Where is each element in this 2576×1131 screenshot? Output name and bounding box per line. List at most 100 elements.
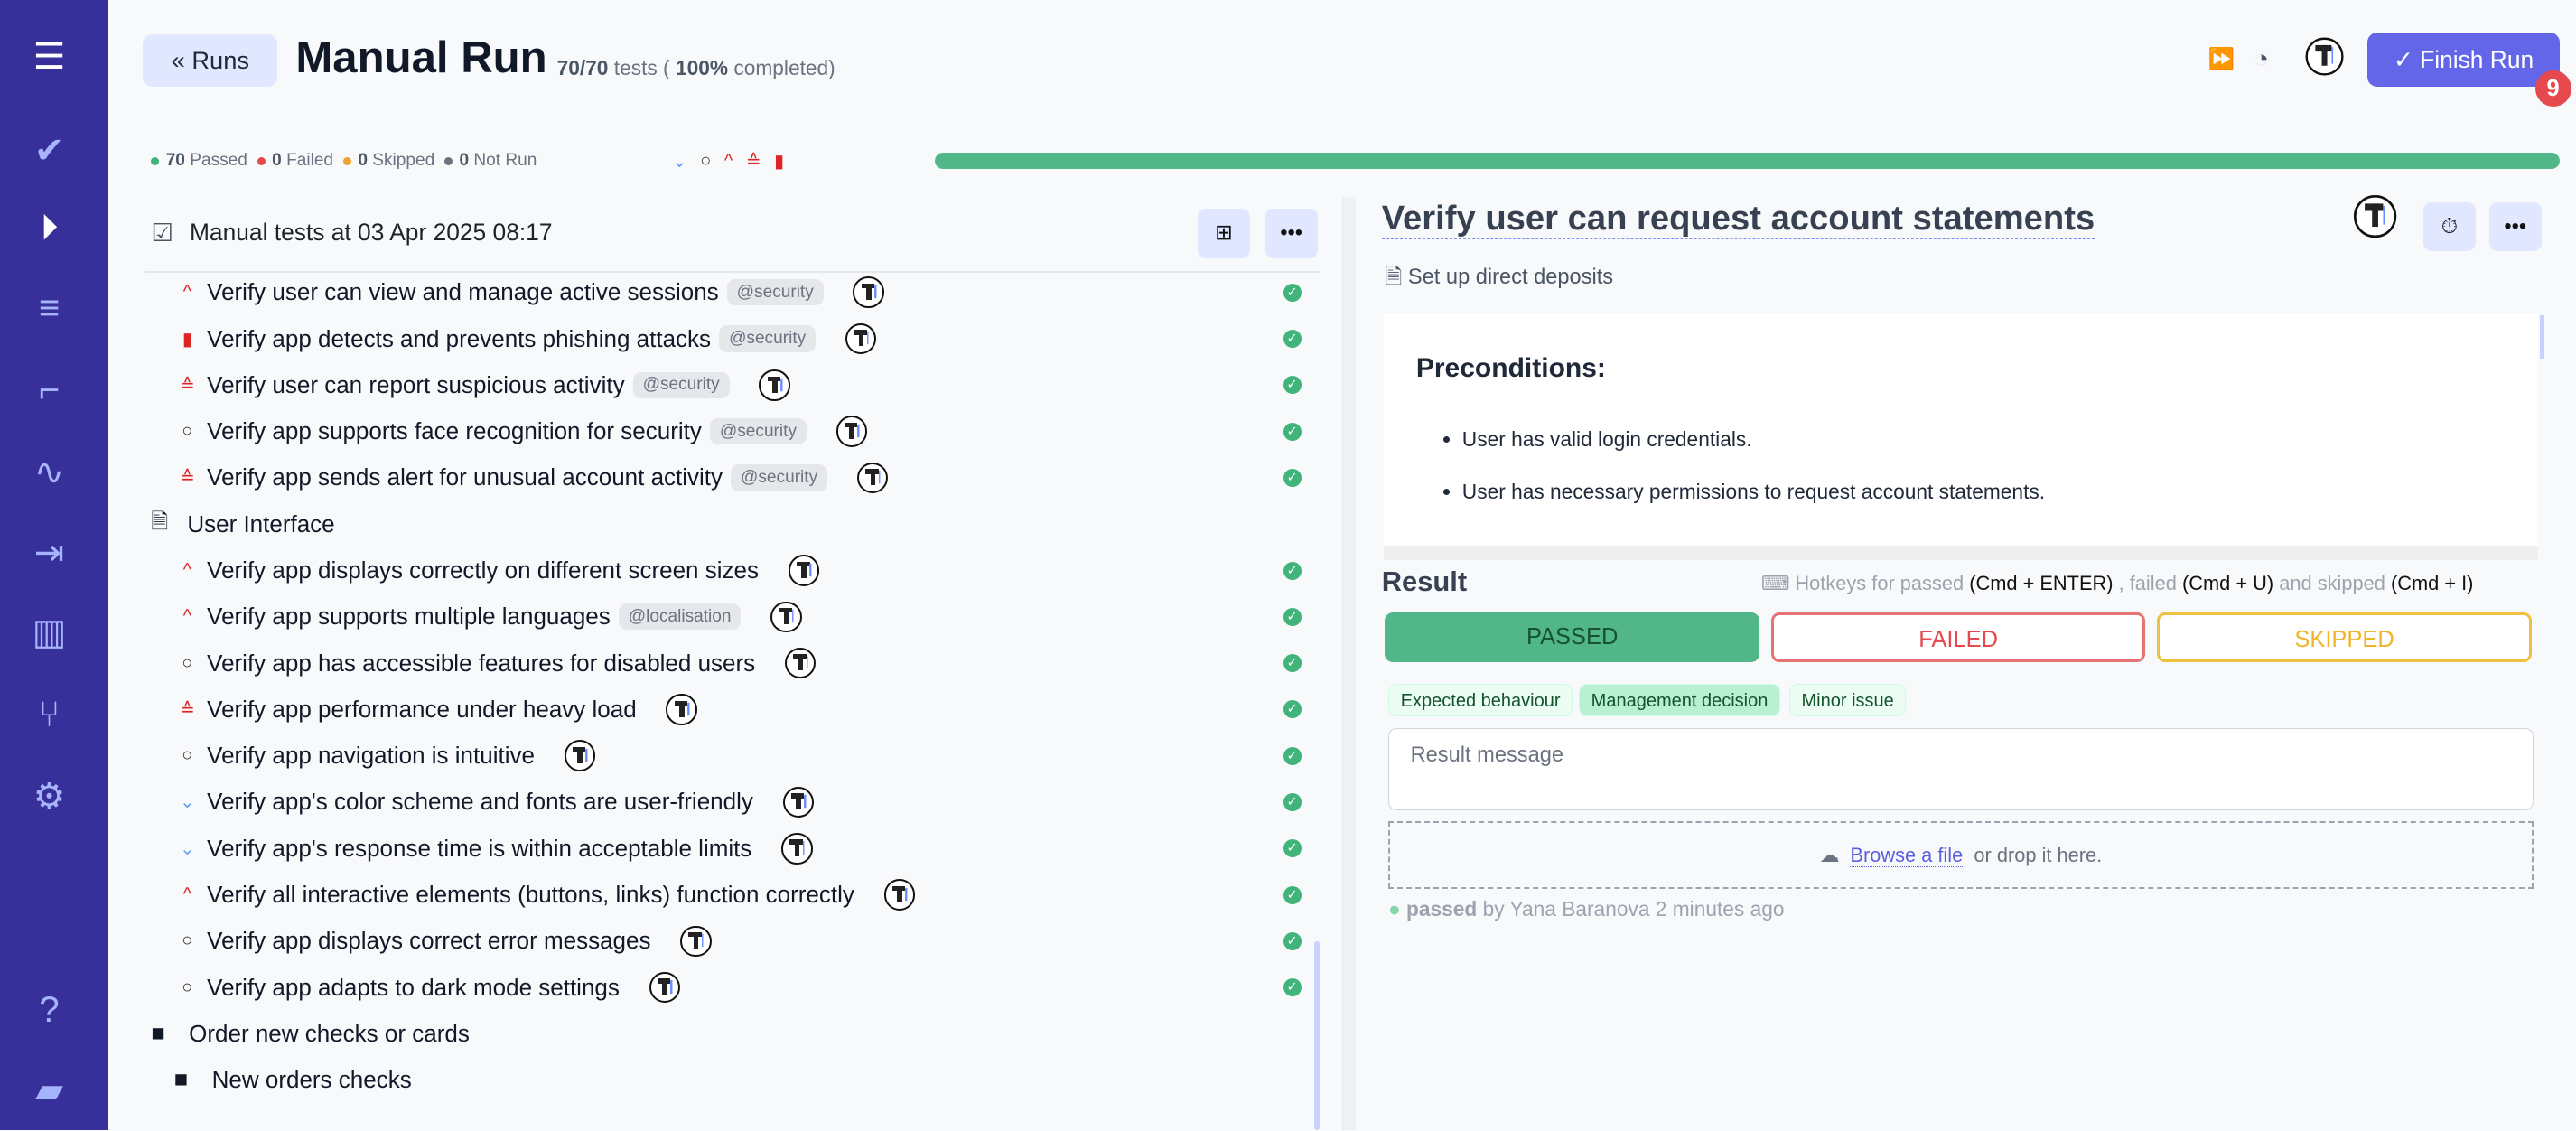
preconditions-heading: Preconditions: [1415,353,1606,384]
tag[interactable]: @security [632,371,730,398]
runs-play-icon[interactable]: ⏵ [40,208,59,248]
test-row[interactable]: ≙ Verify user can report suspicious activ… [171,366,790,406]
priority-normal-icon: ○ [182,745,193,766]
test-row[interactable]: ⌄ Verify app's color scheme and fonts are… [171,782,815,822]
test-row[interactable]: ^ Verify app displays correctly on differ… [171,551,820,591]
test-row[interactable]: ^ Verify app supports multiple languages @… [171,597,802,637]
steps-icon[interactable]: ⌐ [38,370,61,411]
pulse-icon[interactable]: ∿ [33,453,65,493]
priority-normal-icon: ○ [182,930,193,951]
import-icon[interactable]: ⇥ [33,533,65,574]
run-group-header: ☑ Manual tests at 03 Apr 2025 08:17 [151,219,552,248]
result-message-input[interactable]: Result message [1387,727,2534,810]
test-row[interactable]: ≙ Verify app performance under heavy load [171,690,697,730]
test-title[interactable]: Verify user can request account statemen… [1381,199,2095,240]
divider [145,271,1320,273]
test-row[interactable]: ○ Verify app supports face recognition fo… [171,412,868,452]
testomat-logo-icon [856,462,889,494]
tag[interactable]: @security [731,464,828,491]
chip-management-decision[interactable]: Management decision [1578,683,1781,717]
test-title: Verify app's color scheme and fonts are … [207,788,753,816]
chip-expected-behaviour[interactable]: Expected behaviour [1387,683,1573,717]
fast-forward-icon[interactable]: ⏩ [2207,47,2235,71]
tag[interactable]: @security [709,418,807,445]
list-scrollbar[interactable] [1314,941,1320,1131]
test-row[interactable]: ○ Verify app navigation is intuitive [171,736,596,776]
checkmark-icon[interactable]: ✔ [33,130,65,171]
passed-status-icon: ✓ [1283,839,1302,858]
test-title: Verify app supports face recognition for… [207,417,702,445]
precondition-item: User has necessary permissions to reques… [1462,465,2045,518]
status-dot [257,156,266,165]
menu-icon[interactable]: ☰ [33,37,66,78]
panel-resizer[interactable] [1342,197,1356,1131]
browse-file-link[interactable]: Browse a file [1850,844,1964,868]
testomat-logo-icon [680,925,712,958]
test-row[interactable]: ≙ Verify app sends alert for unusual acco… [171,458,889,498]
passed-button[interactable]: PASSED [1385,612,1760,662]
folder-row[interactable]: ■ Order new checks or cards [151,1014,470,1054]
priority-highest-icon[interactable]: ≙ [745,151,761,172]
precondition-item: User has valid login credentials. [1462,413,2045,465]
checklist-icon[interactable]: ≡ [38,288,61,329]
testomat-logo-icon[interactable] [2353,194,2396,238]
folder-title: Order new checks or cards [189,1019,470,1047]
status-dot [444,156,453,165]
priority-normal-icon: ○ [182,977,193,997]
test-row[interactable]: ⌄ Verify app's response time is within ac… [171,828,813,868]
result-status: passed [1406,897,1478,921]
passed-status-icon: ✓ [1283,792,1302,811]
analytics-icon[interactable]: ▥ [32,612,67,652]
test-title: Verify app supports multiple languages [207,603,611,631]
tag[interactable]: @security [726,279,824,306]
priority-normal-icon[interactable]: ○ [700,150,712,171]
stat-count: 70 [165,151,185,171]
timer-icon[interactable]: ◔ [2254,44,2269,73]
passed-status-icon: ✓ [1283,746,1302,765]
chip-minor-issue[interactable]: Minor issue [1788,683,1907,717]
folder-title: New orders checks [211,1066,412,1094]
timer-button[interactable]: ⏱ [2422,201,2477,252]
test-row[interactable]: ^ Verify user can view and manage active … [171,273,884,313]
priority-low-icon[interactable]: ⌄ [671,151,687,172]
progress-fill [934,153,2560,170]
keyboard-icon: ⌨ [1760,571,1790,594]
test-more-button[interactable]: ••• [2488,201,2542,252]
hk-c: and skipped [2279,571,2385,594]
testomat-logo-icon [784,647,817,679]
test-title: Verify app displays correctly on differe… [207,556,759,584]
test-row[interactable]: ○ Verify app has accessible features for … [171,643,817,683]
priority-high-icon[interactable]: ^ [723,150,733,171]
projects-folder-icon[interactable]: ▰ [35,1070,63,1111]
skipped-button[interactable]: SKIPPED [2157,612,2532,662]
stat-count: 0 [272,151,282,171]
tag[interactable]: @security [719,325,817,352]
suite-link[interactable]: 🗎 Set up direct deposits [1385,261,1613,297]
suite-title: User Interface [187,509,335,537]
passed-status-icon: ✓ [1283,330,1302,349]
more-options-button[interactable]: ••• [1265,209,1318,258]
branch-icon[interactable]: ⑂ [38,694,61,734]
settings-gear-icon[interactable]: ⚙ [33,776,66,817]
tag[interactable]: @localisation [618,603,742,631]
back-to-runs-button[interactable]: « Runs [143,34,278,88]
test-title: Verify app adapts to dark mode settings [207,973,620,1001]
file-dropzone[interactable]: ☁ Browse a file or drop it here. [1387,821,2534,889]
suite-row[interactable]: 🗎 User Interface [151,504,334,544]
test-title: Verify app detects and prevents phishing… [207,324,712,352]
finish-run-button[interactable]: ✓ Finish Run [2367,33,2560,88]
failed-button[interactable]: FAILED [1770,612,2146,662]
folder-row[interactable]: ■ New orders checks [174,1061,412,1100]
test-row[interactable]: ○ Verify app displays correct error messa… [171,921,712,961]
hk-k2: (Cmd + U) [2181,571,2274,594]
tree-view-button[interactable]: ⊞ [1197,209,1251,258]
resize-handle[interactable] [1383,545,2539,561]
priority-critical-icon[interactable]: ▮ [774,151,785,172]
description-scrollbar[interactable] [2540,315,2545,359]
help-icon[interactable]: ? [39,989,60,1030]
test-row[interactable]: ▮ Verify app detects and prevents phishin… [171,319,877,359]
test-row[interactable]: ○ Verify app adapts to dark mode settings [171,967,681,1007]
testomat-logo-icon[interactable] [2305,38,2343,76]
test-title: Verify app's response time is within acc… [207,834,752,862]
test-row[interactable]: ^ Verify all interactive elements (button… [171,875,916,915]
